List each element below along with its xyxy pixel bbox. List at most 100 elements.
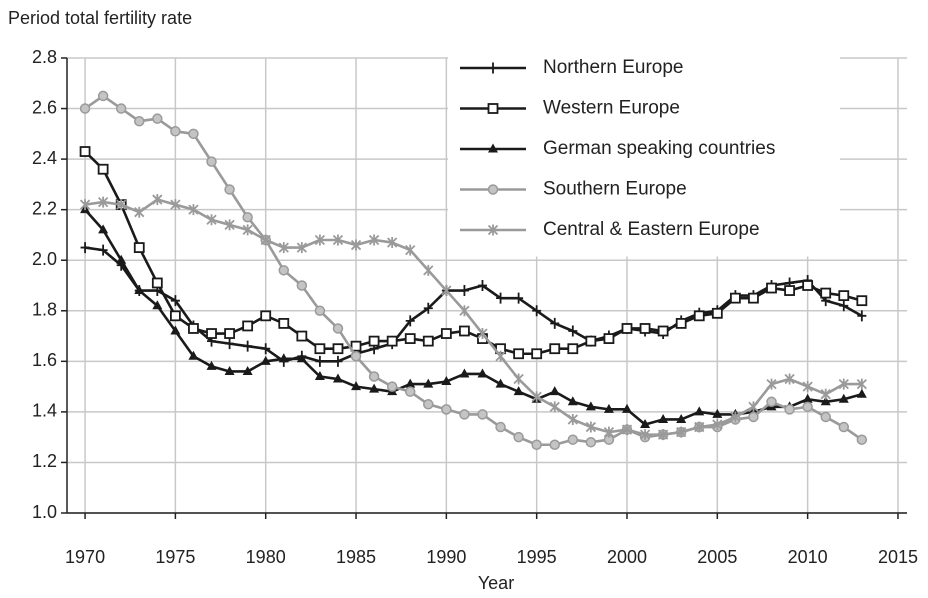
marker <box>98 244 108 256</box>
marker <box>838 393 849 403</box>
x-tick-label: 1995 <box>517 547 557 567</box>
marker <box>477 368 488 378</box>
marker <box>820 396 831 406</box>
legend-box <box>448 52 840 257</box>
x-tick-label: 1985 <box>336 547 376 567</box>
marker <box>260 355 271 365</box>
x-tick-label: 2015 <box>878 547 918 567</box>
marker <box>766 378 777 390</box>
legend-label: Central & Eastern Europe <box>543 219 760 240</box>
marker <box>332 373 343 383</box>
marker <box>802 280 814 291</box>
marker <box>242 224 253 236</box>
marker <box>441 404 452 415</box>
y-tick-label: 2.2 <box>32 198 57 218</box>
marker <box>748 401 759 413</box>
marker <box>405 315 415 327</box>
marker <box>820 287 832 299</box>
marker <box>314 234 326 246</box>
marker <box>188 323 199 334</box>
marker <box>441 376 452 386</box>
marker <box>115 103 127 114</box>
marker <box>188 350 199 360</box>
marker <box>79 103 91 114</box>
axes: 1.0 1.2 1.4 1.6 1.8 2.0 2.2 2.4 2.6 2.8 1970 1975 19… <box>32 47 918 567</box>
marker <box>224 184 235 195</box>
marker <box>585 421 597 433</box>
marker <box>97 163 109 175</box>
marker <box>657 429 669 441</box>
marker <box>440 328 452 339</box>
marker <box>315 355 325 367</box>
marker <box>675 318 687 329</box>
x-tick-label: 1970 <box>65 547 105 567</box>
marker <box>784 404 795 415</box>
marker <box>278 318 290 329</box>
marker <box>242 212 253 223</box>
marker <box>242 320 254 332</box>
marker <box>134 115 145 127</box>
marker <box>422 335 434 347</box>
marker <box>621 424 633 436</box>
marker <box>495 350 506 362</box>
marker <box>603 426 615 438</box>
marker <box>766 396 777 408</box>
marker <box>170 295 180 307</box>
marker <box>459 368 470 378</box>
marker <box>567 413 578 425</box>
y-tick-label: 2.8 <box>32 47 57 67</box>
marker <box>206 156 217 167</box>
marker <box>116 254 127 264</box>
marker <box>567 434 579 445</box>
marker <box>513 386 524 396</box>
marker <box>296 353 307 363</box>
marker <box>838 421 850 433</box>
marker <box>488 62 498 74</box>
marker <box>152 113 163 124</box>
marker <box>206 360 217 370</box>
marker <box>332 343 344 355</box>
marker <box>333 355 343 367</box>
marker <box>712 419 723 431</box>
y-tick-label: 1.0 <box>32 502 57 522</box>
marker <box>206 328 217 339</box>
marker <box>225 338 235 350</box>
marker <box>79 199 91 211</box>
marker <box>568 325 578 337</box>
marker <box>332 323 344 334</box>
marker <box>423 378 434 388</box>
marker <box>495 421 506 433</box>
legend-label: Western Europe <box>543 98 680 119</box>
series-line <box>84 198 862 436</box>
marker <box>368 335 380 347</box>
marker <box>532 305 542 317</box>
marker <box>133 242 145 253</box>
x-tick-label: 2000 <box>607 547 647 567</box>
marker <box>784 373 795 385</box>
y-tick-label: 2.6 <box>32 97 57 117</box>
marker <box>170 126 181 137</box>
marker <box>820 411 831 423</box>
marker <box>838 290 850 302</box>
marker <box>802 401 813 413</box>
marker <box>838 378 849 390</box>
marker <box>531 348 543 360</box>
marker <box>224 328 235 339</box>
marker <box>386 381 398 392</box>
marker <box>188 204 199 216</box>
series-line <box>84 246 863 363</box>
marker <box>639 323 651 334</box>
marker <box>260 234 271 246</box>
marker <box>243 340 253 352</box>
marker <box>242 365 253 375</box>
marker <box>784 285 795 296</box>
marker <box>549 343 561 355</box>
marker <box>585 436 597 448</box>
x-tick-label: 1975 <box>155 547 195 567</box>
marker <box>513 431 524 443</box>
y-tick-label: 1.8 <box>32 300 57 320</box>
marker <box>676 413 687 423</box>
marker <box>386 335 398 347</box>
marker <box>152 194 163 206</box>
x-tick-label: 1980 <box>246 547 286 567</box>
